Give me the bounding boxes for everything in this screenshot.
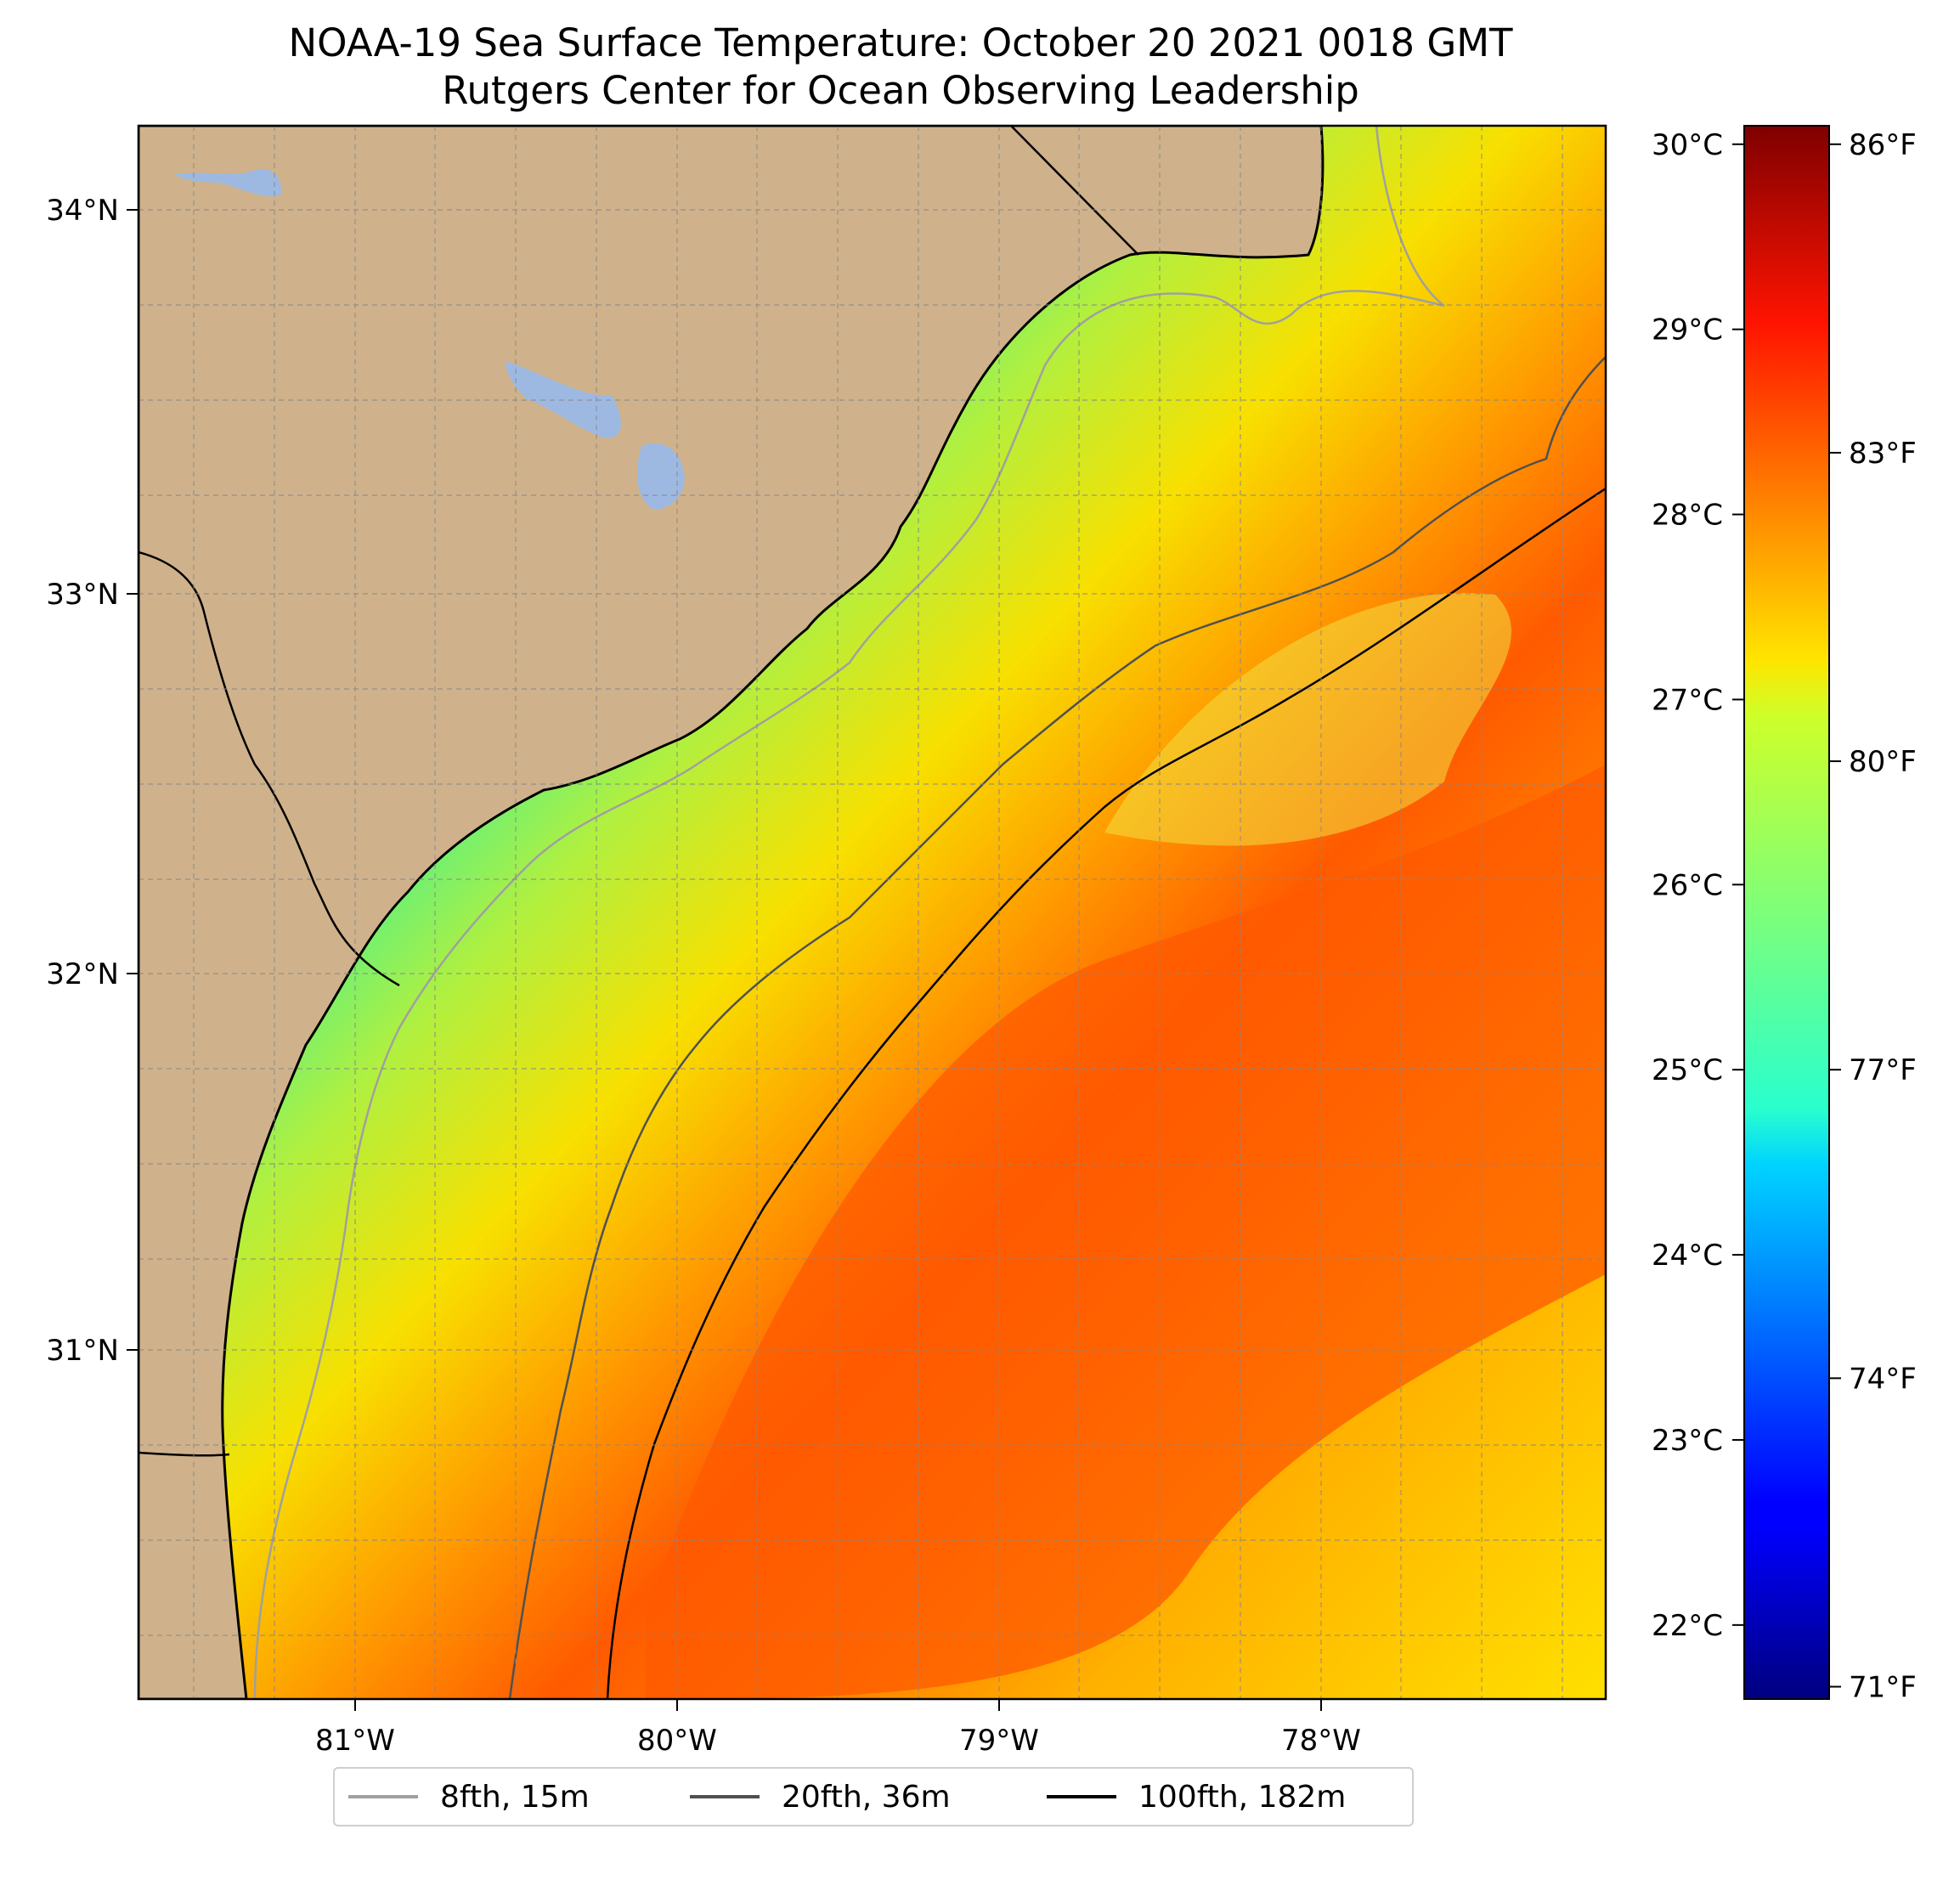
- chart-subtitle: Rutgers Center for Ocean Observing Leade…: [442, 68, 1359, 113]
- colorbar-ticks: [1732, 143, 1841, 1688]
- isobath-20fth: [508, 356, 1606, 1699]
- legend-item-20fth: 20fth, 36m: [690, 1769, 951, 1825]
- boundary-line: [1010, 126, 1139, 256]
- colorbar: [1743, 125, 1830, 1700]
- lon-tick-label: 78°W: [1281, 1724, 1361, 1758]
- lon-tick-label: 80°W: [637, 1724, 717, 1758]
- lake: [174, 169, 281, 197]
- axis-ticks: [127, 209, 1322, 1711]
- lat-tick-label: 32°N: [46, 957, 119, 991]
- colorbar-fahrenheit-label: 86°F: [1849, 128, 1917, 162]
- legend-swatch: [690, 1795, 760, 1798]
- lake: [637, 443, 685, 510]
- warm-core: [646, 765, 1606, 1699]
- colorbar-celsius-label: 24°C: [1652, 1239, 1723, 1273]
- colorbar-fahrenheit-label: 83°F: [1849, 437, 1917, 471]
- gridlines: [138, 126, 1606, 1699]
- legend-swatch: [348, 1795, 418, 1798]
- legend-label: 20fth, 36m: [782, 1779, 951, 1815]
- lat-tick-label: 31°N: [46, 1334, 119, 1368]
- lat-tick-label: 34°N: [46, 194, 119, 228]
- yellow-eddy: [1104, 592, 1511, 846]
- lat-tick-label: 33°N: [46, 578, 119, 612]
- colorbar-celsius-label: 30°C: [1652, 128, 1723, 162]
- legend-swatch: [1047, 1795, 1116, 1798]
- isobath-8fth: [253, 126, 1445, 1699]
- legend: 8fth, 15m 20fth, 36m 100fth, 182m: [333, 1767, 1414, 1826]
- colorbar-celsius-label: 25°C: [1652, 1053, 1723, 1087]
- legend-item-8fth: 8fth, 15m: [348, 1769, 590, 1825]
- legend-label: 8fth, 15m: [440, 1779, 590, 1815]
- colorbar-fahrenheit-label: 74°F: [1849, 1362, 1917, 1396]
- lake: [506, 361, 621, 438]
- lon-tick-label: 81°W: [315, 1724, 395, 1758]
- legend-item-100fth: 100fth, 182m: [1047, 1769, 1346, 1825]
- colorbar-celsius-label: 28°C: [1652, 499, 1723, 533]
- isobath-100fth: [606, 487, 1606, 1699]
- boundary-line: [138, 1451, 230, 1457]
- colorbar-fahrenheit-label: 80°F: [1849, 745, 1917, 779]
- colorbar-celsius-label: 23°C: [1652, 1424, 1723, 1458]
- colorbar-fahrenheit-label: 71°F: [1849, 1670, 1917, 1704]
- colorbar-celsius-label: 29°C: [1652, 313, 1723, 347]
- chart-title: NOAA-19 Sea Surface Temperature: October…: [288, 20, 1513, 65]
- colorbar-celsius-label: 22°C: [1652, 1609, 1723, 1643]
- colorbar-celsius-label: 26°C: [1652, 868, 1723, 902]
- colorbar-fahrenheit-label: 77°F: [1849, 1053, 1917, 1087]
- colorbar-celsius-label: 27°C: [1652, 683, 1723, 717]
- lon-tick-label: 79°W: [959, 1724, 1039, 1758]
- legend-label: 100fth, 182m: [1138, 1779, 1347, 1815]
- map-frame: [137, 124, 1607, 1701]
- map-area: [138, 126, 1606, 1699]
